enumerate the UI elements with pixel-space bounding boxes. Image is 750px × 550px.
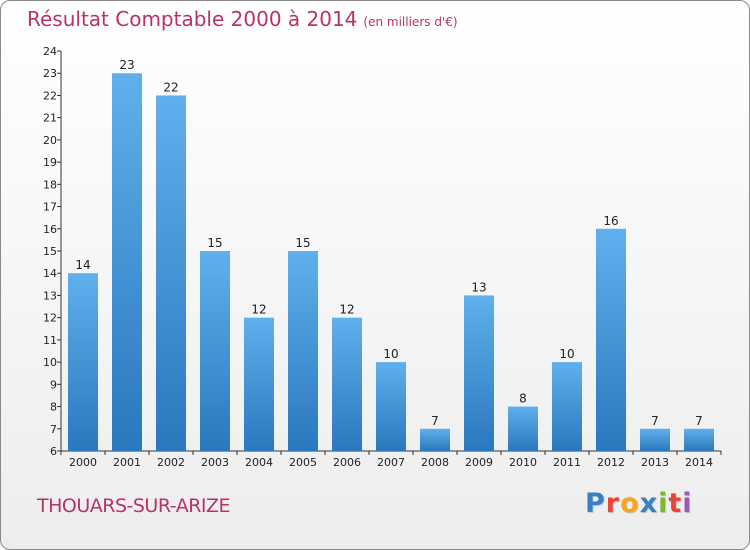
logo-letter: x xyxy=(639,488,659,519)
chart-title: Résultat Comptable 2000 à 2014 (en millie… xyxy=(27,7,458,31)
x-tick-label: 2012 xyxy=(597,456,625,469)
data-label: 12 xyxy=(339,303,354,317)
data-label: 14 xyxy=(75,258,90,272)
bar-2001 xyxy=(112,73,142,451)
y-tick-label: 10 xyxy=(43,356,57,369)
bar-2010 xyxy=(508,406,538,451)
y-tick-label: 17 xyxy=(43,201,57,214)
logo-letter: i xyxy=(658,488,669,519)
bar-2009 xyxy=(464,295,494,451)
y-tick-label: 24 xyxy=(43,45,57,58)
data-label: 15 xyxy=(207,236,222,250)
x-tick-label: 2000 xyxy=(69,456,97,469)
logo-letter: t xyxy=(668,488,683,519)
x-tick-label: 2004 xyxy=(245,456,273,469)
x-tick-label: 2001 xyxy=(113,456,141,469)
data-label: 8 xyxy=(519,392,527,406)
x-tick-label: 2006 xyxy=(333,456,361,469)
x-tick-label: 2014 xyxy=(685,456,713,469)
data-label: 13 xyxy=(471,280,486,294)
y-tick-label: 13 xyxy=(43,289,57,302)
data-label: 12 xyxy=(251,303,266,317)
bar-2003 xyxy=(200,251,230,451)
x-tick-label: 2007 xyxy=(377,456,405,469)
y-tick-label: 18 xyxy=(43,178,57,191)
y-tick-label: 12 xyxy=(43,312,57,325)
title-text: Résultat Comptable 2000 à 2014 xyxy=(27,7,358,31)
y-tick-label: 7 xyxy=(50,423,57,436)
bar-2014 xyxy=(684,428,714,451)
y-tick-label: 14 xyxy=(43,267,57,280)
data-label: 15 xyxy=(295,236,310,250)
data-label: 7 xyxy=(651,414,659,428)
data-label: 7 xyxy=(695,414,703,428)
x-tick-label: 2002 xyxy=(157,456,185,469)
y-tick-label: 9 xyxy=(50,378,57,391)
data-label: 10 xyxy=(559,347,574,361)
y-tick-label: 16 xyxy=(43,223,57,236)
data-label: 16 xyxy=(603,214,618,228)
bar-2013 xyxy=(640,428,670,451)
x-tick-label: 2008 xyxy=(421,456,449,469)
logo-letter: P xyxy=(585,488,606,519)
y-tick-label: 23 xyxy=(43,67,57,80)
bar-2008 xyxy=(420,428,450,451)
data-label: 7 xyxy=(431,414,439,428)
bar-2012 xyxy=(596,228,626,451)
x-tick-label: 2011 xyxy=(553,456,581,469)
bar-2004 xyxy=(244,317,274,451)
y-tick-label: 21 xyxy=(43,112,57,125)
x-tick-label: 2009 xyxy=(465,456,493,469)
logo-letter: i xyxy=(682,488,693,519)
bar-2007 xyxy=(376,362,406,451)
logo-letter: o xyxy=(620,488,640,519)
commune-name: THOUARS-SUR-ARIZE xyxy=(37,495,231,517)
y-tick-label: 11 xyxy=(43,334,57,347)
y-tick-label: 15 xyxy=(43,245,57,258)
x-tick-label: 2010 xyxy=(509,456,537,469)
bar-2000 xyxy=(68,273,98,451)
bar-2011 xyxy=(552,362,582,451)
bar-2005 xyxy=(288,251,318,451)
x-tick-label: 2003 xyxy=(201,456,229,469)
bar-2006 xyxy=(332,317,362,451)
x-tick-label: 2013 xyxy=(641,456,669,469)
y-tick-label: 19 xyxy=(43,156,57,169)
logo-letter: r xyxy=(605,488,621,519)
y-tick-label: 20 xyxy=(43,134,57,147)
chart-subtitle: (en milliers d'€) xyxy=(363,15,458,29)
data-label: 22 xyxy=(163,80,178,94)
y-tick-label: 6 xyxy=(50,445,57,458)
y-tick-label: 8 xyxy=(50,401,57,414)
x-tick-label: 2005 xyxy=(289,456,317,469)
proxiti-logo: Proxiti xyxy=(585,488,693,519)
bar-2002 xyxy=(156,95,186,451)
y-tick-label: 22 xyxy=(43,89,57,102)
data-label: 23 xyxy=(119,58,134,72)
data-label: 10 xyxy=(383,347,398,361)
